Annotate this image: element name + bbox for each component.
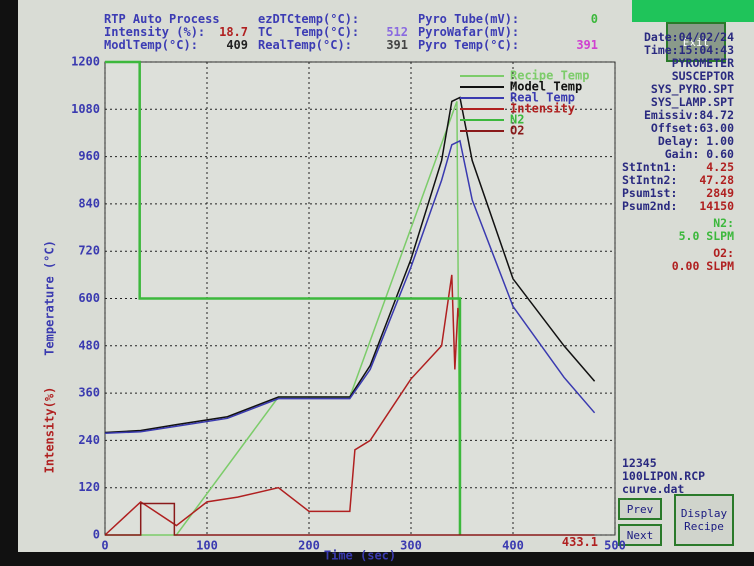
y-tick-label: 240 — [78, 433, 100, 447]
x-tick-label: 100 — [196, 539, 218, 553]
x-tick-label: 400 — [502, 539, 524, 553]
y-tick-label: 960 — [78, 149, 100, 163]
chart: Temperature (°C) Intensity(%) Time (sec)… — [0, 0, 754, 566]
x-tick-label: 500 — [604, 539, 626, 553]
x-tick-label: 200 — [298, 539, 320, 553]
y-tick-label: 360 — [78, 386, 100, 400]
y-tick-label: 1200 — [71, 55, 100, 69]
x-tick-label: 300 — [400, 539, 422, 553]
y-tick-label: 120 — [78, 480, 100, 494]
legend-label: O2 — [510, 124, 524, 138]
y-tick-label: 600 — [78, 291, 100, 305]
x-axis-label: Time (sec) — [324, 549, 396, 563]
y-axis-label: Temperature (°C) — [43, 240, 57, 356]
y-tick-label: 0 — [93, 528, 100, 542]
y-tick-label: 1080 — [71, 102, 100, 116]
y-tick-label: 840 — [78, 196, 100, 210]
y-tick-label: 480 — [78, 338, 100, 352]
x-tick-label: 0 — [101, 539, 108, 553]
y-tick-label: 720 — [78, 244, 100, 258]
y2-axis-label: Intensity(%) — [43, 387, 57, 474]
page: {"header": {"title": "RTP Auto Process",… — [0, 0, 754, 566]
